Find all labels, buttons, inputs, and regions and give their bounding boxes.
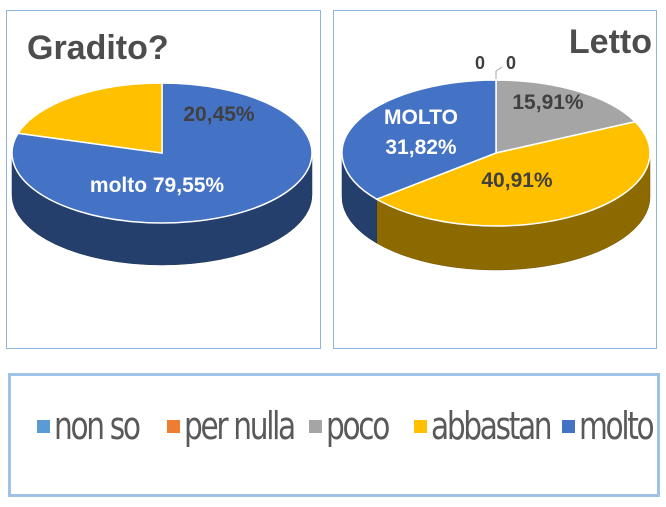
pie-slice-abbastan [374, 120, 651, 227]
data-label-molto: MOLTO [384, 106, 458, 129]
pie-slice-molto [341, 79, 497, 201]
legend-item-poco: poco [309, 404, 406, 448]
legend-swatch [309, 419, 322, 433]
pie-chart-gradito: Gradito? molto 79,55% 20,45% [11, 29, 313, 266]
legend-label: non so [54, 404, 141, 448]
data-label-abbastan: 40,91% [481, 169, 553, 192]
pie-chart-letto: Letto 0 0 15,91% 40,91% MOLTO 31,82% [341, 23, 652, 271]
legend-swatch [37, 419, 50, 433]
chart-title-gradito: Gradito? [27, 29, 169, 67]
chart-title-letto: Letto [569, 23, 652, 61]
legend-swatch [414, 419, 427, 433]
pie-slice-abbastan [16, 82, 163, 154]
legend-swatch [167, 419, 180, 433]
pie-slice-poco [495, 79, 637, 154]
legend-label: poco [326, 404, 390, 448]
legend-label: abbastan [431, 404, 553, 448]
data-label-per-nulla: 0 [506, 53, 516, 73]
data-label-molto: 31,82% [385, 136, 457, 159]
pie-slice-molto [11, 82, 313, 224]
legend-label: molto [579, 404, 655, 448]
leader-line [495, 66, 503, 72]
data-label-molto: molto 79,55% [90, 174, 225, 197]
chart-panel-letto: Letto 0 0 15,91% 40,91% MOLTO 31,82% [333, 10, 657, 349]
data-label-non-so: 0 [475, 53, 485, 73]
chart-legend: non so per nulla poco abbastan molto [8, 373, 660, 497]
data-label-poco: 15,91% [512, 91, 584, 114]
legend-item-per-nulla: per nulla [167, 404, 325, 448]
legend-item-molto: molto [562, 404, 666, 448]
legend-item-abbastan: abbastan [414, 404, 584, 448]
legend-label: per nulla [184, 404, 296, 448]
chart-panel-gradito: Gradito? molto 79,55% 20,45% [6, 10, 321, 349]
data-label-abbastan: 20,45% [183, 103, 255, 126]
legend-swatch [562, 419, 575, 433]
legend-item-non-so: non so [37, 404, 163, 448]
